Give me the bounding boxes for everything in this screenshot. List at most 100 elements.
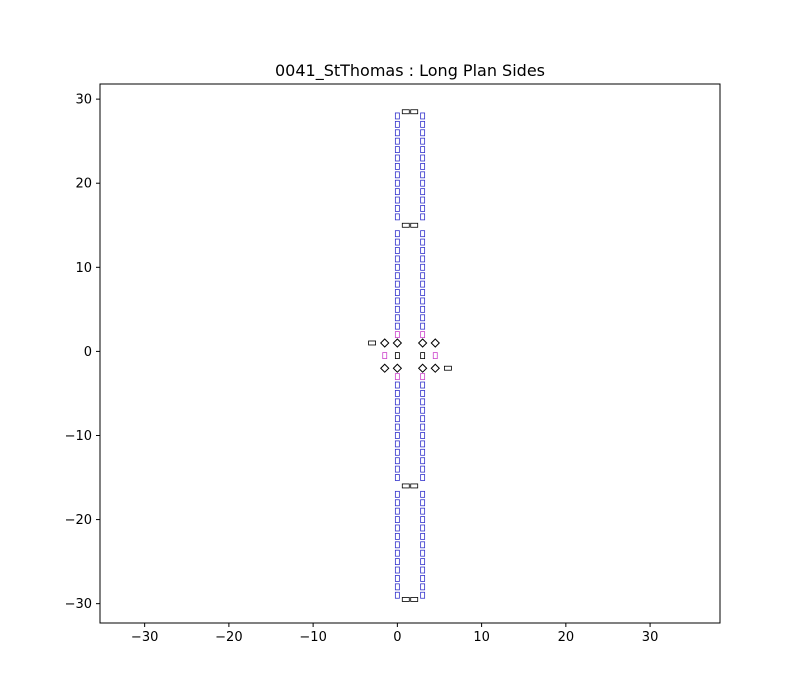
rect-marker <box>420 541 426 549</box>
rect-marker <box>394 297 400 305</box>
rect-marker <box>394 314 400 322</box>
wide-rect-marker <box>410 222 419 228</box>
rect-marker <box>394 432 400 439</box>
rect-marker <box>420 322 426 330</box>
rect-marker <box>394 280 400 288</box>
wide-rect-marker <box>368 340 376 346</box>
rect-marker <box>420 440 426 448</box>
rect-marker <box>420 280 426 288</box>
rect-marker <box>394 154 400 162</box>
rect-marker <box>420 423 426 431</box>
diamond-marker <box>380 338 390 348</box>
rect-marker <box>394 499 400 507</box>
y-tick-label: 20 <box>75 177 92 192</box>
wide-rect-marker <box>401 109 410 115</box>
x-tick-label: 20 <box>558 630 575 645</box>
diamond-marker <box>417 363 428 373</box>
rect-marker <box>394 591 400 599</box>
rect-marker <box>420 196 426 204</box>
rect-marker <box>420 532 426 540</box>
chart-axes: −30 −20 −10 0 10 20 30 −30 −20 −10 0 10 20 30 <box>65 93 659 645</box>
rect-marker <box>420 507 426 515</box>
rect-marker <box>420 490 426 498</box>
rect-marker <box>420 516 426 523</box>
diamond-marker <box>417 338 428 348</box>
rect-marker <box>394 423 400 431</box>
rect-marker <box>394 305 400 313</box>
wide-rect-marker <box>444 365 452 371</box>
rect-marker <box>394 205 400 212</box>
rect-marker <box>394 289 400 296</box>
rect-marker <box>394 406 400 414</box>
rect-marker <box>394 230 400 238</box>
rect-marker <box>394 575 400 582</box>
x-tick-label: −20 <box>215 630 242 645</box>
x-tick-label: −10 <box>299 630 326 645</box>
rect-marker <box>394 398 400 406</box>
rect-marker <box>420 524 426 532</box>
rect-marker <box>420 373 426 381</box>
rect-marker <box>394 196 400 204</box>
rect-marker <box>420 263 426 271</box>
rect-marker <box>394 238 400 246</box>
rect-marker <box>420 179 426 187</box>
rect-marker <box>394 524 400 532</box>
rect-marker <box>394 558 400 566</box>
rect-marker <box>394 179 400 187</box>
rect-marker <box>394 516 400 523</box>
rect-marker <box>420 305 426 313</box>
rect-marker <box>420 406 426 414</box>
rect-marker <box>420 238 426 246</box>
rect-marker <box>420 255 426 263</box>
rect-marker <box>420 352 426 360</box>
rect-marker <box>394 272 400 280</box>
rect-marker <box>420 583 426 591</box>
rect-marker <box>394 415 400 423</box>
rect-marker <box>394 112 400 120</box>
x-tick-label: 30 <box>642 630 659 645</box>
rect-marker <box>420 415 426 423</box>
rect-marker <box>420 398 426 406</box>
rect-marker <box>420 171 426 179</box>
rect-marker <box>394 213 400 221</box>
rect-marker <box>394 322 400 330</box>
rect-marker <box>394 247 400 254</box>
rect-marker <box>394 188 400 196</box>
rect-marker <box>394 583 400 591</box>
rect-marker <box>394 120 400 128</box>
rect-marker <box>394 440 400 448</box>
rect-marker <box>394 549 400 557</box>
rect-marker <box>394 331 400 338</box>
x-tick-label: 0 <box>393 630 401 645</box>
x-tick-label: 10 <box>473 630 490 645</box>
diamond-marker <box>392 363 403 373</box>
rect-marker <box>420 289 426 296</box>
diamond-marker <box>430 338 440 348</box>
rect-marker <box>420 120 426 128</box>
y-tick-label: −10 <box>65 429 92 444</box>
wide-rect-marker <box>401 222 410 228</box>
chart-title: 0041_StThomas : Long Plan Sides <box>275 61 545 81</box>
rect-marker <box>420 129 426 137</box>
rect-marker <box>420 499 426 507</box>
wide-rect-marker <box>401 483 410 489</box>
rect-marker <box>420 558 426 566</box>
rect-marker <box>432 352 438 360</box>
wide-rect-marker <box>410 483 419 489</box>
chart-marks <box>368 109 452 602</box>
rect-marker <box>420 137 426 145</box>
y-tick-label: −20 <box>65 513 92 528</box>
rect-marker <box>420 457 426 465</box>
y-tick-label: 30 <box>75 93 92 108</box>
rect-marker <box>394 163 400 170</box>
rect-marker <box>394 263 400 271</box>
rect-marker <box>394 507 400 515</box>
rect-marker <box>394 448 400 456</box>
rect-marker <box>420 188 426 196</box>
axes-frame <box>99 83 721 624</box>
rect-marker <box>394 541 400 549</box>
rect-marker <box>420 474 426 481</box>
rect-marker <box>420 163 426 170</box>
rect-marker <box>394 457 400 465</box>
